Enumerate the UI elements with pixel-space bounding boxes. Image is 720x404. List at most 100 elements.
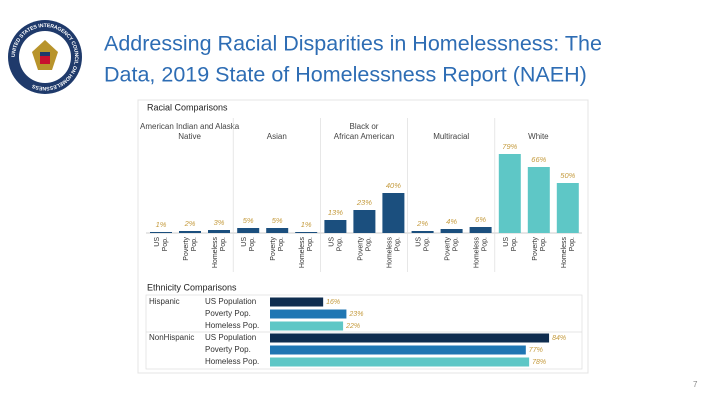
seal-shield-top [40,52,50,56]
chart-title: Ethnicity Comparisons [147,282,237,292]
panel-label-line: African American [334,132,394,141]
x-tick-label: HomelessPop. [561,237,576,269]
value-label: 13% [328,208,343,217]
bar [266,228,289,233]
bar [324,220,347,233]
x-tick-label-line: US [415,237,422,247]
seal-shield [40,52,50,64]
panel-label: Black or African American [334,122,394,141]
value-label: 5% [243,216,254,225]
bar [353,210,376,233]
bar [498,154,521,233]
chart-frame [137,99,589,374]
bar [469,227,492,233]
x-tick-label-line: Pop. [540,237,547,251]
value-label: 50% [560,171,575,180]
panel-label-line: Black or [350,122,379,131]
value-label: 66% [531,155,546,164]
x-tick-label: HomelessPop. [299,237,314,269]
x-tick-label-line: US [503,237,510,247]
x-tick-label-line: Pop. [307,237,314,251]
value-label: 5% [272,216,283,225]
x-tick-label-line: Pop. [162,237,169,251]
x-tick-label-line: Pop. [191,237,198,251]
x-tick-label: USPop. [154,237,169,252]
value-label: 79% [502,142,517,151]
value-label: 40% [386,181,401,190]
bar [237,228,260,233]
value-label: 1% [301,220,312,229]
value-label: 1% [156,220,167,229]
panel-label-line: Native [178,132,201,141]
bar [556,183,579,233]
x-tick-label-line: Pop. [278,237,285,251]
x-tick-label-line: Homeless [561,237,568,269]
x-tick-label: PovertyPop. [444,237,459,261]
seal: UNITED STATES INTERAGENCY COUNCIL ON HOM… [8,20,82,94]
value-label: 4% [446,217,457,226]
x-tick-label-line: Poverty [357,237,364,261]
value-label: 22% [345,323,360,330]
x-tick-label: PovertyPop. [183,237,198,261]
x-tick-label: USPop. [328,237,343,252]
bar [270,297,324,307]
x-tick-label-line: Pop. [569,237,576,251]
value-label: 84% [552,335,566,342]
x-tick-label-line: Pop. [423,237,430,251]
value-label: 16% [326,299,340,306]
slide-title: Addressing Racial Disparities in Homeles… [104,32,602,56]
bar [440,229,463,233]
y-tick-label: US Population [205,297,256,306]
panel-label: White [528,132,549,141]
x-tick-label-line: Poverty [183,237,190,261]
x-tick-label: HomelessPop. [473,237,488,269]
bar [382,193,405,233]
bar [150,232,172,233]
y-tick-label: Homeless Pop. [205,357,259,366]
panel-label: American Indian and Alaska Native [140,122,240,141]
x-tick-label-line: Poverty [270,237,277,261]
value-label: 6% [475,215,486,224]
x-tick-label-line: Pop. [452,237,459,251]
bar [270,309,347,319]
x-tick-label-line: Homeless [473,237,480,269]
x-tick-label: PovertyPop. [532,237,547,261]
value-label: 78% [532,359,546,366]
bar [270,321,344,331]
y-tick-label: Poverty Pop. [205,345,251,354]
bar [411,231,434,233]
value-label: 23% [356,198,372,207]
x-tick-label-line: Homeless [386,237,393,269]
x-tick-label-line: Pop. [511,237,518,251]
x-tick-label-line: Pop. [365,237,372,251]
bar [179,231,201,233]
x-tick-label-line: Poverty [444,237,451,261]
x-tick-label-line: Pop. [336,237,343,251]
y-tick-label: Poverty Pop. [205,309,251,318]
x-tick-label: USPop. [415,237,430,252]
x-tick-label-line: Pop. [249,237,256,251]
value-label: 23% [348,311,363,318]
value-label: 2% [416,219,428,228]
x-tick-label-line: Homeless [299,237,306,269]
x-tick-label-line: Pop. [481,237,488,251]
x-tick-label-line: Poverty [532,237,539,261]
bar [270,333,550,343]
slide-title: Data, 2019 State of Homelessness Report … [104,63,587,87]
x-tick-label: USPop. [503,237,518,252]
bar [527,167,550,233]
x-tick-label: PovertyPop. [270,237,285,261]
x-tick-label: PovertyPop. [357,237,372,261]
x-tick-label: HomelessPop. [386,237,401,269]
value-label: 3% [214,218,225,227]
bar [208,230,230,233]
bar [270,345,526,355]
x-tick-label-line: Homeless [212,237,219,269]
group-label: Hispanic [149,297,180,306]
x-tick-label-line: Pop. [394,237,401,251]
bar [295,232,318,233]
x-tick-label: HomelessPop. [212,237,227,269]
page-number: 7 [693,380,698,389]
x-tick-label: USPop. [241,237,256,252]
bar [270,357,530,367]
